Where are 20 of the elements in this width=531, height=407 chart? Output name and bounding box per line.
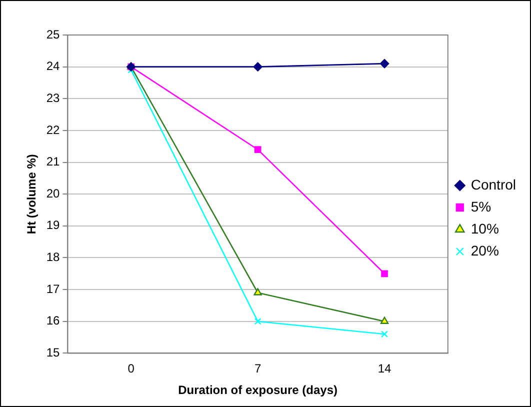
x-tick-label: 14 [378,362,392,376]
y-tick-label: 17 [46,282,60,296]
y-tick-label: 24 [46,59,60,74]
y-tick-label: 19 [46,218,60,232]
y-tick-label: 15 [46,346,60,360]
y-axis-title: Ht (volume %) [24,154,39,234]
y-tick-label: 22 [46,122,60,137]
legend-label: 20% [470,242,499,258]
y-tick-label: 21 [46,154,60,169]
legend-label: 10% [470,220,499,236]
x-axis-title: Duration of exposure (days) [178,383,338,398]
legend-label: 5% [470,198,492,214]
y-tick-label: 25 [46,27,60,42]
x-tick-label: 7 [254,362,262,376]
y-tick-label: 23 [46,90,60,105]
y-tick-label: 20 [46,186,60,200]
x-tick-label: 0 [128,362,135,376]
legend-label: Control [470,176,516,192]
y-tick-label: 18 [46,250,60,264]
y-tick-label: 16 [46,314,60,328]
